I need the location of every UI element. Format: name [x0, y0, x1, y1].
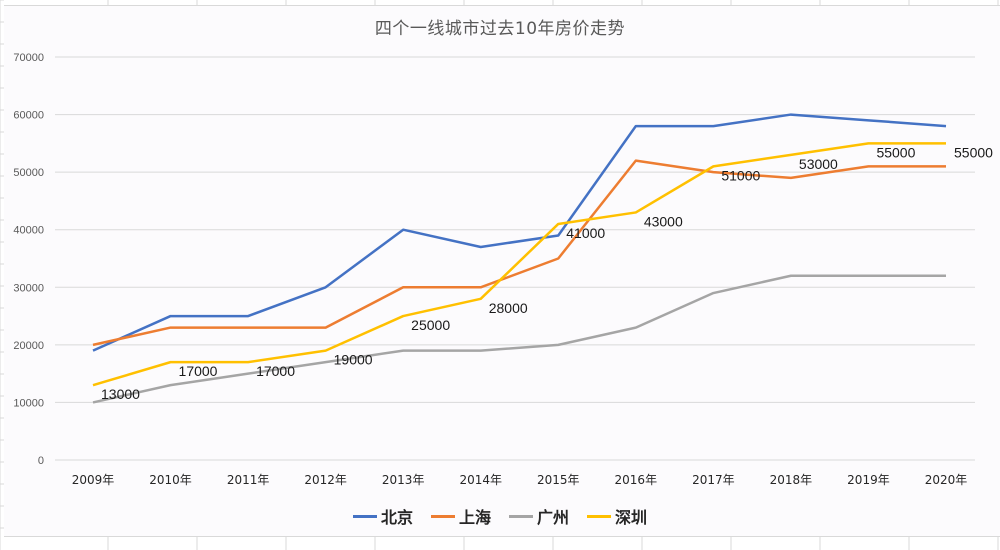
- legend-swatch: [430, 514, 455, 518]
- chart-title: 四个一线城市过去10年房价走势: [374, 19, 626, 39]
- y-tick-label: 40000: [13, 225, 44, 237]
- x-tick-label: 2019年: [847, 473, 890, 487]
- legend-swatch: [352, 514, 377, 518]
- legend-item-广州[interactable]: 广州: [509, 504, 569, 528]
- data-label: 25000: [411, 317, 450, 333]
- x-tick-label: 2018年: [770, 473, 813, 487]
- x-tick-label: 2016年: [615, 473, 658, 487]
- legend-item-深圳[interactable]: 深圳: [587, 504, 647, 528]
- x-tick-label: 2014年: [459, 473, 502, 487]
- x-tick-label: 2011年: [227, 473, 270, 487]
- data-label: 41000: [566, 225, 605, 241]
- data-label: 51000: [721, 167, 760, 183]
- y-tick-label: 30000: [13, 282, 44, 294]
- x-tick-label: 2020年: [925, 473, 968, 487]
- y-tick-label: 50000: [13, 167, 44, 179]
- y-tick-label: 60000: [13, 110, 44, 122]
- data-label: 43000: [644, 213, 683, 229]
- series-line-上海[interactable]: [92, 159, 946, 347]
- legend-item-上海[interactable]: 上海: [430, 504, 491, 528]
- chart-area[interactable]: [4, 5, 1000, 537]
- y-tick-label: 0: [38, 455, 44, 467]
- data-label: 17000: [179, 363, 218, 379]
- y-tick-label: 20000: [13, 340, 44, 352]
- x-tick-label: 2017年: [692, 473, 735, 487]
- legend-label: 广州: [537, 508, 570, 527]
- legend-swatch: [587, 514, 612, 518]
- y-tick-label: 10000: [13, 397, 44, 409]
- series-line-北京[interactable]: [92, 113, 947, 352]
- legend-label: 上海: [458, 508, 491, 527]
- series-line-广州[interactable]: [92, 274, 946, 404]
- data-label: 19000: [334, 352, 373, 368]
- x-tick-label: 2012年: [304, 473, 347, 487]
- data-label: 55000: [954, 144, 993, 160]
- legend-item-北京[interactable]: 北京: [352, 504, 413, 528]
- y-tick-label: 70000: [13, 52, 44, 64]
- data-label: 13000: [101, 386, 140, 402]
- legend-swatch: [509, 514, 533, 518]
- data-label: 28000: [489, 300, 528, 316]
- chart-legend: 北京 上海 广州 深圳: [0, 504, 1000, 528]
- data-label: 53000: [799, 156, 838, 172]
- x-tick-label: 2009年: [72, 473, 115, 487]
- data-label: 17000: [256, 363, 295, 379]
- x-tick-label: 2010年: [149, 473, 192, 487]
- x-tick-label: 2013年: [382, 473, 425, 487]
- legend-label: 深圳: [615, 508, 648, 527]
- data-label: 55000: [876, 144, 915, 160]
- series-line-深圳[interactable]: [92, 142, 946, 387]
- legend-label: 北京: [380, 508, 413, 527]
- x-tick-label: 2015年: [537, 473, 580, 487]
